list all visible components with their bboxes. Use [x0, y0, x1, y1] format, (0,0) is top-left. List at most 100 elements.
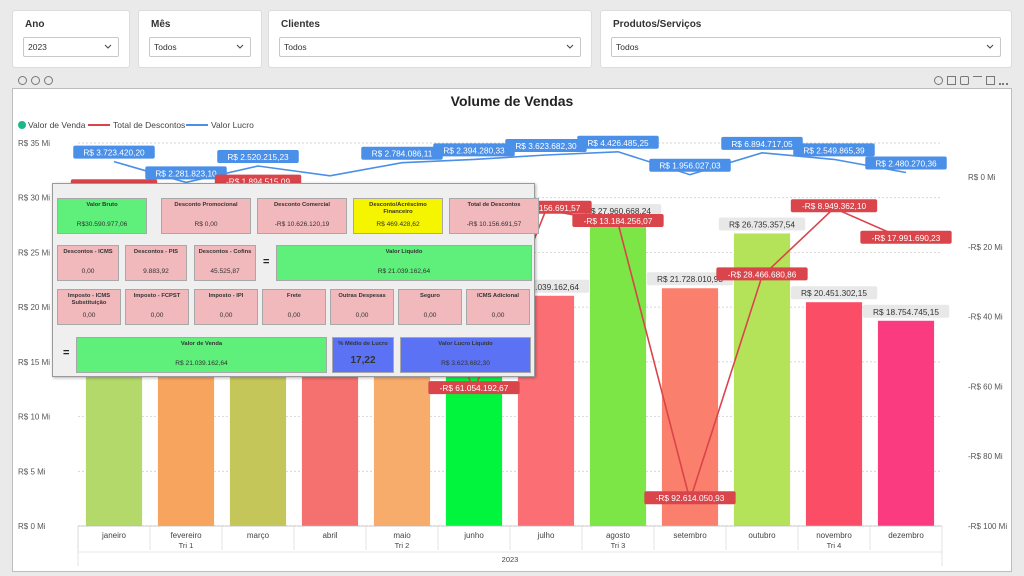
descontos-data-label: -R$ 92.614.050,93	[656, 493, 725, 503]
bar-data-label-bg	[574, 204, 662, 218]
y-left-tick-label: R$ 15 Mi	[18, 358, 50, 367]
metric-card-title: Imposto - ICMS Substituição	[67, 293, 111, 306]
metric-card: ICMS Adicional 0,00	[466, 289, 530, 325]
metric-card-title: Frete	[286, 293, 302, 299]
line-valor-lucro	[113, 150, 907, 184]
x-tick-label: setembro	[673, 531, 707, 540]
filter-produtos: Produtos/Serviços Todos	[600, 10, 1012, 68]
y-left-tick-label: R$ 35 Mi	[18, 139, 50, 148]
descontos-data-label: -R$ 61.054.192,67	[440, 383, 509, 393]
valor-de-venda-card: Valor de Venda R$ 21.039.162,64	[76, 337, 327, 373]
bar-data-label-bg	[646, 272, 734, 286]
metric-card-title: ICMS Adicional	[477, 293, 519, 299]
filter-dropdown-mes[interactable]: Todos	[149, 37, 251, 57]
legend-label-valor-de-venda: Valor de Venda	[28, 120, 86, 130]
expand-all-icon[interactable]	[44, 76, 53, 85]
metric-card: Seguro 0,00	[398, 289, 462, 325]
focus-mode-icon[interactable]	[986, 76, 995, 85]
filter-label: Mês	[151, 19, 171, 30]
x-tick-label: janeiro	[101, 531, 127, 540]
valor-lucro-card-value: R$ 3.623.682,30	[441, 360, 490, 367]
metric-card-title: Imposto - FCPST	[133, 293, 181, 299]
filter-dropdown-produtos[interactable]: Todos	[611, 37, 1001, 57]
metric-card: Frete 0,00	[262, 289, 326, 325]
metric-card-value: 9.883,92	[143, 268, 169, 275]
descontos-data-label-bg	[716, 267, 808, 281]
metric-card-value: 0,00	[287, 312, 301, 319]
lucro-data-label: R$ 2.480.270,36	[875, 159, 937, 169]
bar-valor-de-venda	[733, 233, 791, 526]
metric-card: Desconto Comercial -R$ 10.626.120,19	[257, 198, 347, 234]
legend-label-total-de-descontos: Total de Descontos	[113, 120, 185, 130]
descontos-data-label: -R$ 8.949.362,10	[802, 201, 867, 211]
bar-data-label-bg	[718, 217, 806, 231]
descontos-data-label: -R$ 13.184.256,07	[584, 216, 653, 226]
metric-card-title: Descontos - Cofins	[198, 249, 252, 255]
bar-data-label-bg	[862, 304, 950, 318]
y-right-tick-label: -R$ 20 Mi	[968, 243, 1003, 252]
filter-icon[interactable]	[973, 76, 982, 85]
lucro-data-label-bg	[721, 136, 803, 150]
metric-card-value: -R$ 10.156.691,57	[466, 221, 522, 228]
valor-lucro-card: Valor Lucro Liquido R$ 3.623.682,30	[400, 337, 531, 373]
bar-data-label: R$ 21.728.010,93	[657, 274, 723, 284]
x-tick-label: fevereiro	[170, 531, 202, 540]
filter-dropdown-clientes[interactable]: Todos	[279, 37, 581, 57]
bar-valor-de-venda	[805, 302, 863, 526]
metric-card-title: Descontos - ICMS	[63, 249, 113, 255]
bar-data-label-bg	[790, 286, 878, 300]
valor-lucro-card-title: Valor Lucro Liquido	[438, 341, 493, 347]
metric-card-value: 0,00	[150, 312, 164, 319]
metric-card: Imposto - IPI 0,00	[194, 289, 258, 325]
descontos-data-label-bg	[860, 230, 952, 244]
lucro-data-label: R$ 2.784.086,11	[372, 149, 433, 159]
metric-card-value: R$ 0,00	[194, 221, 218, 228]
comment-icon[interactable]	[960, 76, 969, 85]
lucro-data-label-bg	[433, 143, 515, 157]
medio-lucro-card-title: % Médio de Lucro	[338, 341, 388, 347]
y-left-tick-label: R$ 30 Mi	[18, 194, 50, 203]
lucro-data-label: R$ 3.723.420,20	[83, 148, 145, 158]
lucro-data-label: R$ 2.520.215,23	[227, 152, 289, 162]
descontos-data-label-bg	[428, 381, 520, 395]
chevron-down-icon	[236, 44, 244, 49]
metric-card-value: -R$ 10.626.120,19	[274, 221, 330, 228]
x-tick-label: junho	[463, 531, 484, 540]
valor-de-venda-card-title: Valor de Venda	[180, 341, 223, 347]
metric-card: Descontos - Cofins 45.525,87	[194, 245, 256, 281]
quarter-label: Tri 1	[179, 541, 194, 550]
y-left-tick-label: R$ 10 Mi	[18, 413, 50, 422]
bar-valor-de-venda	[661, 288, 719, 526]
valor-de-venda-card-value: R$ 21.039.162,64	[175, 360, 228, 367]
bar-data-label: R$ 18.754.745,15	[873, 307, 939, 317]
metric-card-title: Valor Bruto	[86, 202, 118, 208]
lucro-data-label-bg	[73, 145, 155, 159]
equals-sign: =	[263, 256, 270, 268]
quarter-label: Tri 4	[827, 541, 842, 550]
metric-card: Total de Descontos -R$ 10.156.691,57	[449, 198, 539, 234]
chevron-down-icon	[986, 44, 994, 49]
pin-icon[interactable]	[934, 76, 943, 85]
metric-card-title: Descontos - PIS	[133, 249, 179, 255]
filter-value: 2023	[28, 42, 47, 52]
x-tick-label: novembro	[816, 531, 852, 540]
lucro-data-label-bg	[361, 146, 443, 160]
bar-valor-de-venda	[877, 320, 935, 526]
copy-icon[interactable]	[947, 76, 956, 85]
visual-header	[12, 74, 1010, 88]
descontos-data-label-bg	[572, 214, 664, 228]
y-right-tick-label: -R$ 100 Mi	[968, 522, 1007, 531]
metric-card-value: R$ 469.428,62	[376, 221, 420, 228]
filter-ano: Ano 2023	[12, 10, 130, 68]
chevron-down-icon	[566, 44, 574, 49]
more-options-icon[interactable]	[999, 76, 1008, 85]
metric-card: Desconto/Acréscimo Financeiro R$ 469.428,…	[353, 198, 443, 234]
lucro-data-label-bg	[505, 139, 587, 153]
metric-card-title: Seguro	[420, 293, 440, 299]
x-tick-label: maio	[393, 531, 411, 540]
drill-up-icon[interactable]	[18, 76, 27, 85]
metric-card-value: 0,00	[355, 312, 369, 319]
year-label: 2023	[502, 555, 519, 564]
drill-down-icon[interactable]	[31, 76, 40, 85]
filter-dropdown-ano[interactable]: 2023	[23, 37, 119, 57]
